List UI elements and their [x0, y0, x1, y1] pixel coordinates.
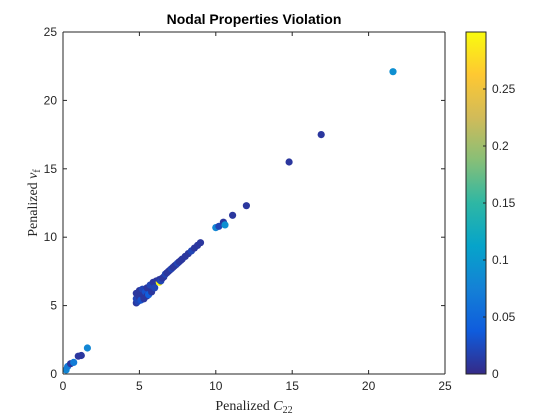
- data-point: [83, 344, 91, 352]
- data-points: [62, 68, 397, 374]
- colorbar-tick-label: 0.1: [492, 253, 509, 267]
- x-axis-label: Penalized C22: [215, 399, 292, 416]
- data-point: [221, 221, 229, 229]
- colorbar-tick-label: 0.05: [492, 310, 516, 324]
- y-tick-label: 0: [50, 367, 57, 381]
- data-point: [285, 158, 293, 166]
- data-point: [70, 358, 78, 366]
- y-tick-label: 5: [50, 299, 57, 313]
- colorbar-tick-label: 0: [492, 367, 499, 381]
- data-point: [317, 131, 325, 139]
- colorbar-tick-label: 0.25: [492, 82, 516, 96]
- data-point: [229, 211, 237, 219]
- y-tick-label: 20: [44, 93, 58, 107]
- y-tick-label: 15: [44, 162, 58, 176]
- y-axis-label: Penalized vf: [26, 169, 43, 237]
- x-ticks: 0 5 10 15 20 25: [60, 32, 452, 393]
- data-point: [151, 284, 159, 292]
- data-point: [196, 239, 205, 247]
- x-tick-label: 25: [438, 379, 452, 393]
- x-tick-label: 5: [136, 379, 143, 393]
- y-ticks: 0 5 10 15 20 25: [44, 25, 445, 381]
- plot-area: [63, 32, 445, 374]
- data-point: [389, 68, 397, 76]
- x-tick-label: 0: [60, 379, 67, 393]
- data-point: [242, 202, 250, 210]
- chart-title: Nodal Properties Violation: [167, 11, 342, 27]
- y-tick-label: 10: [44, 230, 58, 244]
- data-point: [77, 351, 85, 360]
- x-tick-label: 10: [209, 379, 223, 393]
- x-tick-label: 20: [362, 379, 376, 393]
- x-tick-label: 15: [286, 379, 300, 393]
- colorbar-tick-label: 0.2: [492, 139, 509, 153]
- y-tick-label: 25: [44, 25, 58, 39]
- colorbar-tick-label: 0.15: [492, 196, 516, 210]
- colorbar-ticks: 0 0.05 0.1 0.15 0.2 0.25: [483, 82, 516, 381]
